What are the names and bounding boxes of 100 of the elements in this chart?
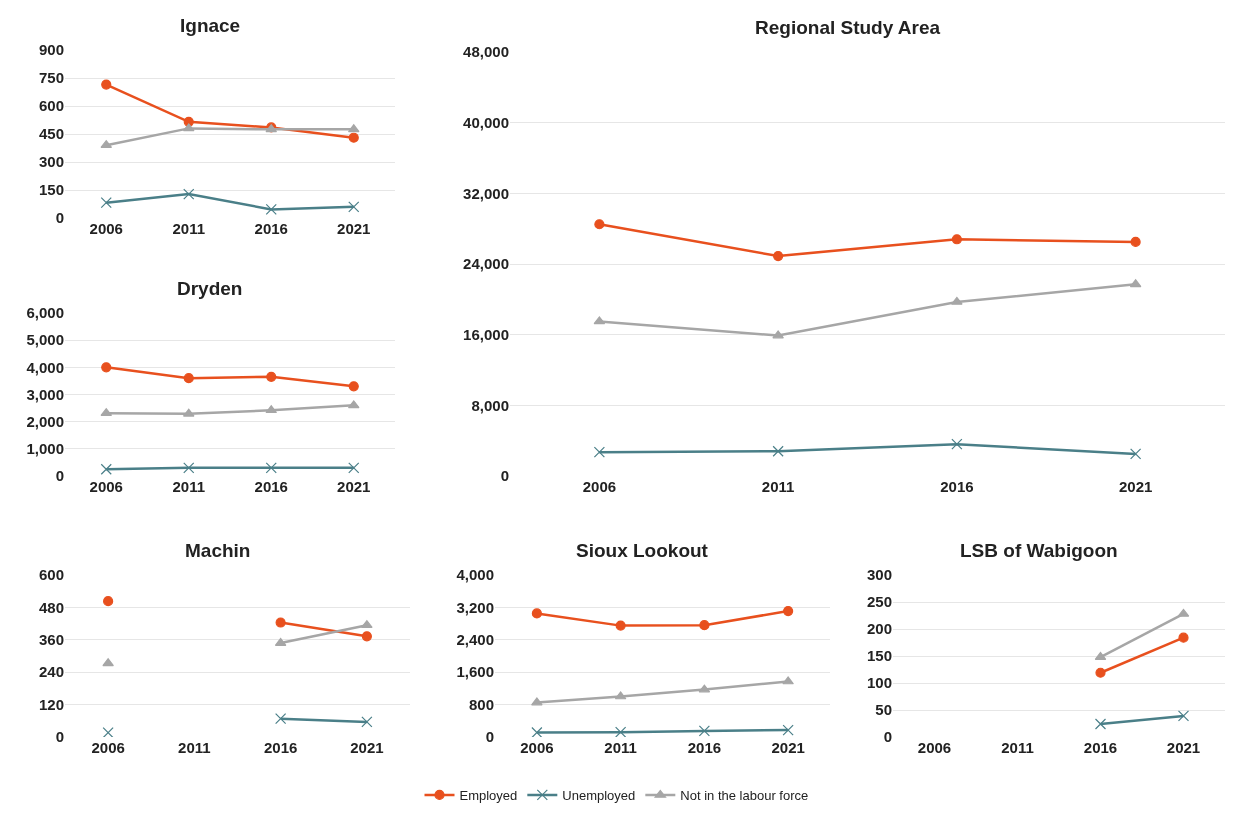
x-tick-label: 2011	[178, 739, 211, 756]
y-tick-label: 32,000	[463, 184, 509, 202]
point	[183, 188, 195, 200]
y-tick-label: 2,400	[456, 631, 494, 649]
y-tick-label: 5,000	[26, 331, 64, 349]
point	[265, 203, 277, 216]
chart-title: Ignace	[180, 15, 241, 36]
point	[1130, 236, 1141, 248]
chart-title: Regional Study Area	[755, 17, 941, 38]
y-tick-label: 900	[38, 41, 64, 59]
x-tick-label: 2021	[1118, 478, 1153, 495]
y-tick-label: 40,000	[463, 113, 509, 131]
point	[275, 713, 287, 725]
x-tick-label: 2006	[917, 739, 952, 756]
point	[102, 727, 114, 737]
point	[951, 296, 963, 305]
y-tick-label: 0	[500, 467, 509, 485]
y-tick-label: 50	[875, 701, 892, 719]
point	[348, 462, 360, 474]
x-tick-label: 2016	[940, 478, 974, 495]
point	[773, 250, 784, 262]
point	[531, 697, 543, 706]
x-tick-label: 2011	[172, 220, 206, 237]
x-tick-label: 2021	[771, 739, 805, 756]
point	[1178, 632, 1189, 643]
x-tick-label: 2011	[604, 739, 637, 756]
point	[265, 462, 277, 474]
x-tick-label: 2011	[1001, 739, 1034, 756]
y-tick-label: 100	[866, 674, 892, 692]
chart-title: Machin	[185, 540, 251, 561]
point	[101, 79, 112, 90]
point	[361, 631, 372, 642]
point	[100, 463, 112, 475]
y-tick-label: 4,000	[26, 358, 64, 376]
x-tick-label: 2011	[761, 478, 795, 495]
y-tick-label: 2,000	[26, 412, 64, 430]
point	[783, 605, 794, 617]
point	[1177, 710, 1190, 722]
y-tick-label: 300	[38, 153, 64, 171]
y-tick-label: 6,000	[26, 304, 64, 322]
x-tick-label: 2011	[172, 478, 206, 495]
x-tick-label: 2006	[89, 220, 123, 237]
y-tick-label: 300	[866, 566, 892, 584]
x-tick-label: 2016	[1083, 739, 1118, 756]
legend-label: Employed	[459, 787, 518, 803]
x-tick-label: 2016	[254, 478, 288, 495]
point	[1095, 667, 1106, 678]
point	[698, 725, 710, 737]
y-tick-label: 4,000	[456, 566, 494, 584]
point	[772, 330, 784, 339]
y-tick-label: 0	[883, 728, 892, 746]
x-tick-label: 2006	[91, 739, 125, 756]
point	[531, 608, 542, 619]
y-tick-label: 250	[866, 593, 892, 611]
y-tick-label: 150	[38, 181, 64, 199]
point	[100, 197, 112, 209]
y-tick-label: 3,000	[26, 385, 64, 403]
chart-title: Sioux Lookout	[576, 540, 709, 561]
point	[275, 617, 286, 628]
x-tick-label: 2021	[350, 739, 384, 756]
y-tick-label: 8,000	[471, 396, 509, 414]
y-tick-label: 360	[38, 631, 64, 649]
y-tick-label: 800	[468, 695, 494, 713]
point	[103, 596, 114, 607]
y-tick-label: 0	[55, 467, 64, 485]
y-tick-label: 48,000	[463, 43, 509, 61]
point	[951, 234, 962, 245]
x-tick-label: 2016	[254, 220, 288, 237]
y-tick-label: 600	[38, 97, 64, 115]
legend-label: Unemployed	[562, 787, 636, 803]
point	[615, 726, 627, 737]
point	[951, 438, 963, 450]
point	[782, 724, 794, 736]
point	[594, 219, 605, 230]
point	[593, 446, 605, 458]
x-tick-label: 2016	[687, 739, 722, 756]
point	[101, 362, 112, 373]
x-tick-label: 2006	[89, 478, 123, 495]
y-tick-label: 600	[38, 566, 64, 584]
y-tick-label: 120	[38, 695, 64, 713]
y-tick-label: 480	[38, 598, 64, 616]
y-tick-label: 0	[55, 728, 64, 746]
legend-label: Not in the labour force	[680, 787, 809, 803]
chart-title: LSB of Wabigoon	[960, 540, 1118, 561]
point	[348, 201, 360, 213]
x-tick-label: 2021	[1166, 739, 1201, 756]
y-tick-label: 3,200	[456, 598, 494, 616]
x-tick-label: 2006	[520, 739, 554, 756]
point	[531, 726, 543, 737]
y-tick-label: 24,000	[463, 255, 509, 273]
chart-title: Dryden	[177, 278, 243, 299]
y-tick-label: 450	[38, 125, 64, 143]
y-tick-label: 0	[55, 209, 64, 227]
point	[183, 462, 195, 474]
point	[772, 445, 784, 457]
y-tick-label: 16,000	[463, 325, 509, 343]
y-tick-label: 750	[38, 69, 64, 87]
x-tick-label: 2006	[582, 478, 617, 495]
point	[348, 132, 359, 143]
point	[102, 658, 114, 667]
